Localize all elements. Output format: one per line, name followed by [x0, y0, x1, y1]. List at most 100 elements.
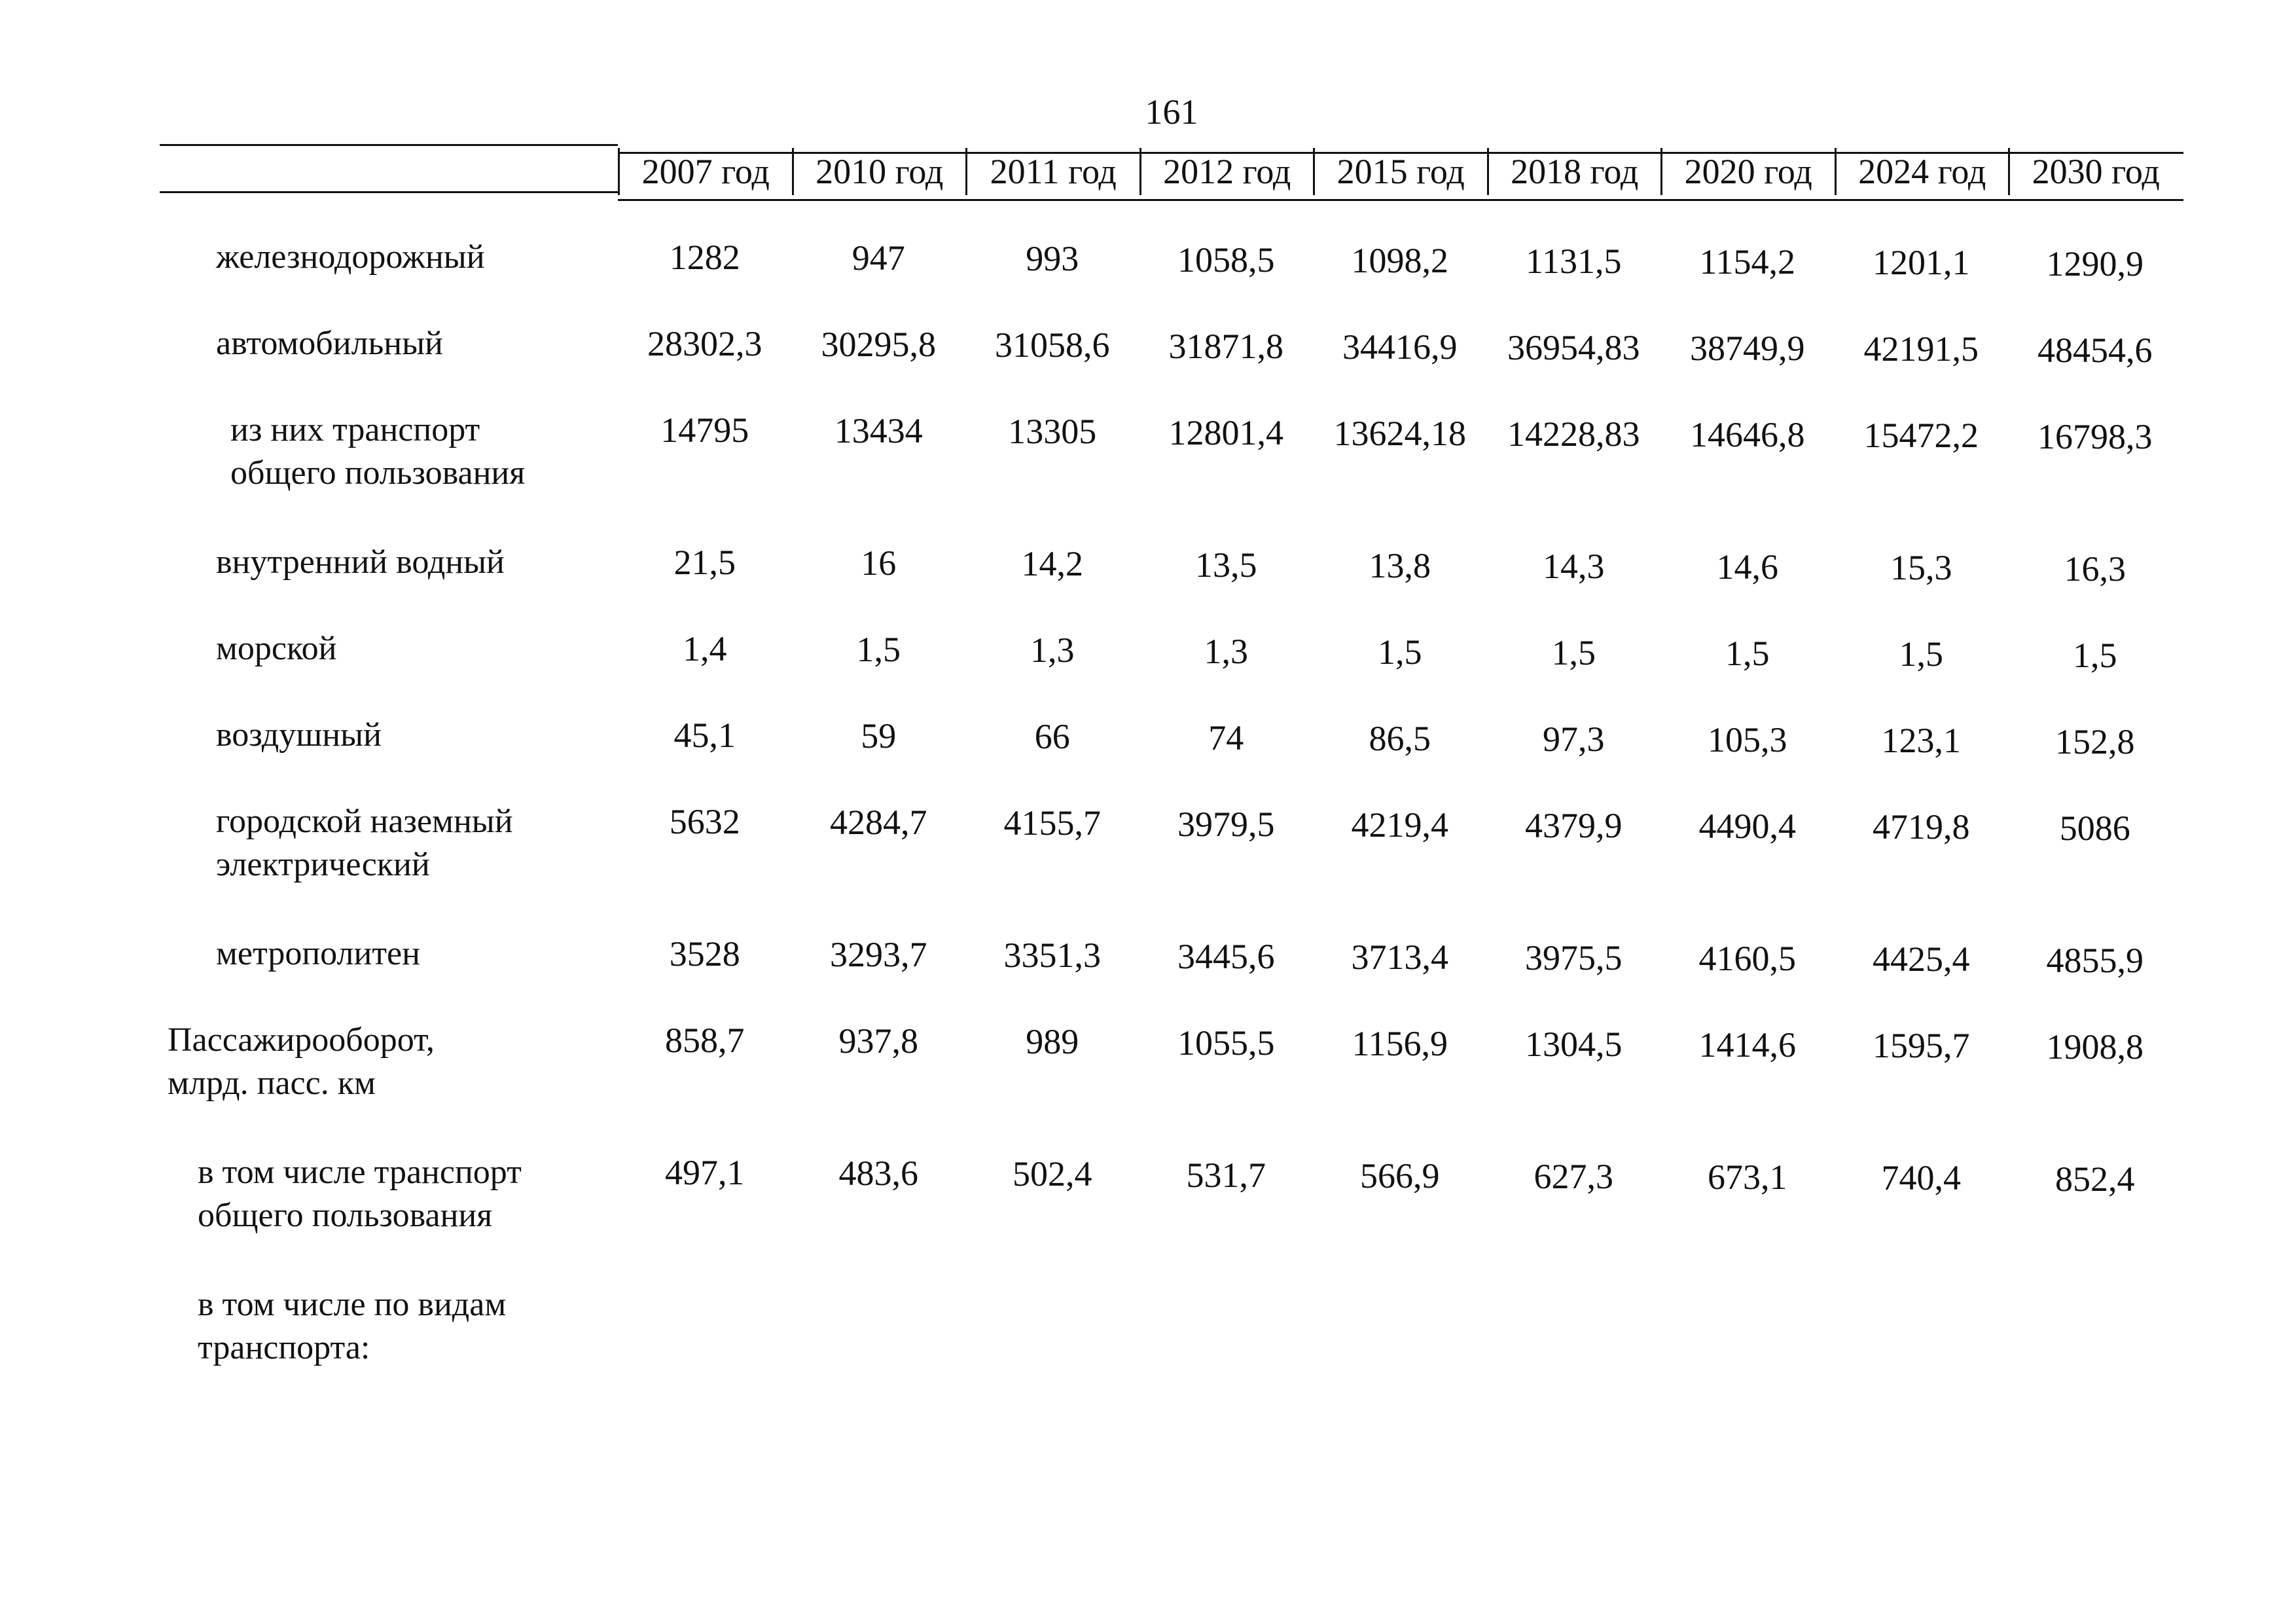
value-cell: 1304,5 [1525, 1025, 1623, 1064]
value-cell: 740,4 [1881, 1158, 1962, 1198]
year-header-cell: 2015 год [1313, 148, 1487, 195]
header-bottom-rule-left [160, 191, 618, 193]
year-header-cell: 2011 год [965, 148, 1139, 195]
header-top-rule-right [618, 152, 2183, 154]
value-cell: 4425,4 [1873, 939, 1970, 979]
value-cell: 14795 [660, 410, 749, 450]
value-cell: 123,1 [1881, 721, 1962, 761]
year-header-cell: 2024 год [1834, 148, 2009, 195]
row-label: общего пользования [198, 1197, 493, 1234]
value-cell: 4155,7 [1003, 803, 1102, 843]
year-header-cell: 2020 год [1660, 148, 1835, 195]
value-cell: 42191,5 [1863, 329, 1979, 369]
value-cell: 989 [1026, 1022, 1079, 1062]
value-cell: 3975,5 [1525, 938, 1623, 977]
value-cell: 852,4 [2055, 1159, 2135, 1199]
row-label: автомобильный [216, 325, 443, 362]
value-cell: 14,6 [1716, 547, 1779, 587]
value-cell: 97,3 [1543, 720, 1605, 759]
value-cell: 858,7 [665, 1021, 745, 1060]
value-cell: 1055,5 [1177, 1023, 1275, 1063]
value-cell: 1595,7 [1873, 1026, 1970, 1066]
row-label: городской наземный [216, 803, 513, 840]
row-label: транспорта: [198, 1329, 370, 1366]
value-cell: 1908,8 [2046, 1027, 2144, 1067]
value-cell: 1201,1 [1873, 243, 1970, 283]
value-cell: 30295,8 [821, 325, 937, 365]
row-label: морской [216, 630, 337, 667]
row-label: электрический [216, 846, 430, 883]
value-cell: 3445,6 [1177, 936, 1275, 976]
value-cell: 31871,8 [1168, 326, 1284, 366]
value-cell: 1,5 [2073, 635, 2117, 675]
value-cell: 21,5 [673, 543, 736, 582]
value-cell: 14,3 [1543, 547, 1605, 586]
value-cell: 497,1 [665, 1153, 745, 1192]
row-label: Пассажирооборот, [168, 1021, 435, 1059]
value-cell: 13,8 [1369, 545, 1431, 585]
value-cell: 1,3 [1030, 630, 1075, 670]
value-cell: 1290,9 [2046, 244, 2144, 283]
row-label: воздушный [216, 716, 382, 754]
row-label: железнодорожный [216, 238, 485, 276]
value-cell: 4855,9 [2046, 940, 2144, 980]
value-cell: 502,4 [1013, 1154, 1092, 1194]
value-cell: 16798,3 [2037, 416, 2153, 456]
value-cell: 1131,5 [1526, 242, 1622, 281]
year-header-cell: 2030 год [2008, 148, 2182, 195]
value-cell: 13305 [1008, 412, 1097, 452]
value-cell: 1,5 [1725, 634, 1770, 674]
year-header-cell: 2007 год [618, 148, 792, 195]
value-cell: 4379,9 [1525, 806, 1623, 845]
value-cell: 3293,7 [830, 935, 927, 975]
value-cell: 3528 [669, 934, 740, 974]
value-cell: 12801,4 [1168, 412, 1284, 452]
year-header-cell: 2012 год [1139, 148, 1314, 195]
value-cell: 66 [1034, 717, 1070, 757]
value-cell: 1,5 [1551, 633, 1596, 672]
value-cell: 74 [1208, 718, 1244, 757]
value-cell: 4490,4 [1698, 807, 1797, 847]
value-cell: 34416,9 [1342, 327, 1458, 367]
value-cell: 59 [861, 716, 897, 756]
value-cell: 673,1 [1708, 1158, 1787, 1197]
year-header-row: 2007 год 2010 год 2011 год 2012 год 2015… [618, 148, 2182, 200]
value-cell: 86,5 [1369, 718, 1431, 758]
value-cell: 1098,2 [1351, 240, 1449, 280]
value-cell: 48454,6 [2037, 330, 2153, 370]
value-cell: 5632 [669, 802, 740, 841]
value-cell: 483,6 [838, 1154, 919, 1194]
value-cell: 105,3 [1708, 720, 1787, 760]
value-cell: 4160,5 [1698, 939, 1797, 979]
value-cell: 13434 [834, 411, 923, 451]
value-cell: 14228,83 [1507, 414, 1640, 454]
value-cell: 36954,83 [1507, 328, 1640, 367]
value-cell: 45,1 [673, 716, 736, 755]
value-cell: 566,9 [1360, 1156, 1440, 1195]
value-cell: 627,3 [1534, 1157, 1614, 1196]
value-cell: 3351,3 [1003, 936, 1102, 976]
value-cell: 15472,2 [1863, 416, 1979, 456]
row-label: млрд. пасс. км [168, 1065, 376, 1102]
value-cell: 13624,18 [1333, 413, 1467, 453]
row-label: метрополитен [216, 935, 420, 972]
row-label: внутренний водный [216, 543, 505, 581]
value-cell: 3979,5 [1177, 804, 1275, 844]
value-cell: 1154,2 [1699, 242, 1796, 282]
value-cell: 3713,4 [1351, 937, 1449, 977]
row-label: из них транспорт [230, 411, 480, 448]
value-cell: 1282 [669, 238, 740, 277]
value-cell: 1,3 [1204, 631, 1249, 671]
row-label: в том числе транспорт [198, 1154, 522, 1191]
value-cell: 1058,5 [1177, 240, 1275, 280]
row-label: в том числе по видам [198, 1286, 507, 1323]
value-cell: 14,2 [1021, 544, 1084, 584]
value-cell: 4284,7 [830, 803, 927, 843]
value-cell: 16,3 [2064, 549, 2126, 589]
value-cell: 937,8 [838, 1021, 919, 1061]
value-cell: 1414,6 [1698, 1025, 1797, 1065]
value-cell: 13,5 [1195, 545, 1257, 585]
value-cell: 1,5 [856, 630, 901, 670]
header-top-rule-left [160, 144, 618, 146]
row-label: общего пользования [230, 454, 526, 492]
